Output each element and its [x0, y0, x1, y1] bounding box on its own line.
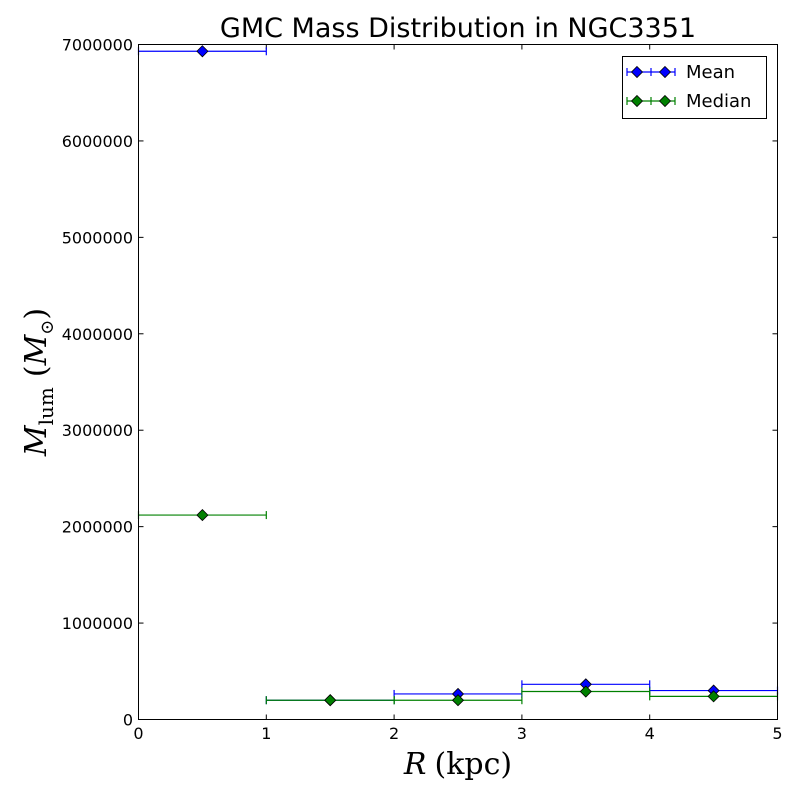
- y-axis-unit-sub: ⊙: [37, 320, 58, 335]
- legend-label: Median: [686, 91, 751, 112]
- data-point: [196, 509, 209, 522]
- y-axis-paren-open: (: [19, 365, 54, 377]
- y-axis-label: Mlum(M⊙): [19, 308, 58, 457]
- legend: Mean Median: [622, 56, 767, 119]
- y-tick-label: 5000000: [62, 228, 133, 247]
- y-axis-paren-close: ): [19, 308, 54, 320]
- legend-marker: [630, 94, 644, 108]
- y-tick-label: 0: [123, 711, 133, 730]
- chart-title: GMC Mass Distribution in NGC3351: [220, 13, 696, 44]
- legend-marker: [630, 65, 644, 79]
- y-axis-label-group: Mlum(M⊙): [19, 308, 58, 457]
- y-tick-label: 4000000: [62, 325, 133, 344]
- y-tick-label: 1000000: [62, 614, 133, 633]
- legend-item-median: Median: [626, 91, 751, 112]
- x-axis-var: R: [403, 747, 427, 782]
- axis-tick-labels: 0 1 2 3 4 5 0 1000000 2000000 3000000 4000000 50000…: [62, 36, 783, 744]
- data-point: [451, 694, 465, 707]
- data-point: [707, 690, 720, 703]
- legend-marker: [658, 65, 672, 79]
- x-axis-unit: (kpc): [435, 747, 513, 782]
- x-tick-label: 4: [645, 724, 655, 743]
- y-tick-label: 7000000: [62, 36, 133, 55]
- data-point: [579, 685, 592, 698]
- x-axis-label: R (kpc): [403, 747, 512, 782]
- y-tick-label: 2000000: [62, 518, 133, 537]
- data-point: [196, 45, 209, 58]
- legend-label: Mean: [686, 62, 735, 83]
- series-mean: [137, 45, 779, 707]
- plot-frame: [138, 44, 778, 720]
- y-axis-sub: lum: [34, 387, 58, 425]
- axis-ticks: [138, 44, 778, 720]
- legend-marker: [658, 94, 672, 108]
- x-tick-label: 5: [772, 724, 782, 743]
- x-tick-label: 3: [517, 724, 527, 743]
- x-tick-label: 1: [261, 724, 271, 743]
- x-tick-label: 2: [389, 724, 399, 743]
- y-tick-label: 6000000: [62, 132, 133, 151]
- legend-item-mean: Mean: [626, 62, 735, 83]
- y-tick-label: 3000000: [62, 421, 133, 440]
- data-point: [324, 694, 337, 707]
- legend-box: [622, 56, 767, 119]
- y-axis-var: M: [19, 424, 54, 457]
- series-layer: [137, 45, 779, 707]
- y-axis-unit: M: [19, 333, 54, 366]
- series-median: [137, 509, 779, 707]
- x-tick-label: 0: [133, 724, 143, 743]
